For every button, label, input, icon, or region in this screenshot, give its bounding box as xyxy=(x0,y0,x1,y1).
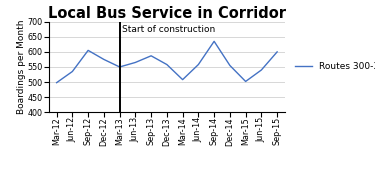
Line: Routes 300-303: Routes 300-303 xyxy=(57,41,277,83)
Routes 300-303 xyxy=(196,64,201,66)
Routes 300-303 xyxy=(149,55,153,57)
Routes 300-303 xyxy=(243,80,248,83)
Routes 300-303 xyxy=(228,64,232,67)
Routes 300-303 xyxy=(70,70,75,73)
Routes 300-303 xyxy=(117,66,122,68)
Routes 300-303 xyxy=(275,51,279,53)
Text: Start of construction: Start of construction xyxy=(122,25,215,34)
Routes 300-303 xyxy=(180,79,185,81)
Routes 300-303 xyxy=(54,82,59,84)
Routes 300-303 xyxy=(133,61,138,64)
Routes 300-303 xyxy=(102,58,106,60)
Legend: Routes 300-303: Routes 300-303 xyxy=(292,59,375,75)
Routes 300-303 xyxy=(86,49,90,51)
Routes 300-303 xyxy=(165,64,169,66)
Y-axis label: Boardings per Month: Boardings per Month xyxy=(17,20,26,114)
Routes 300-303 xyxy=(212,40,216,42)
Routes 300-303 xyxy=(259,69,264,71)
Title: Local Bus Service in Corridor: Local Bus Service in Corridor xyxy=(48,6,286,21)
